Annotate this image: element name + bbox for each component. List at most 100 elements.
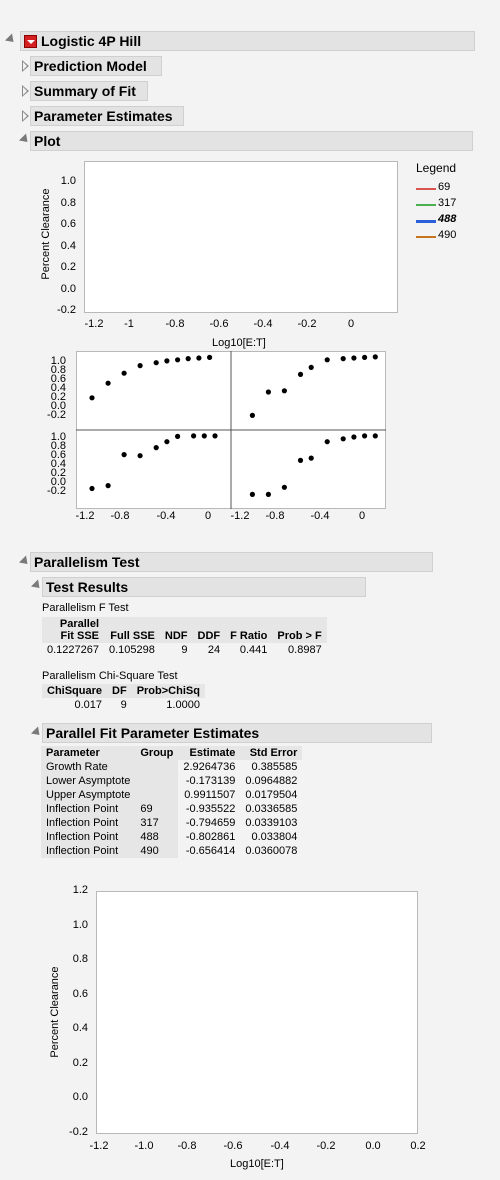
outline-prediction-model[interactable]: Prediction Model — [30, 56, 162, 76]
x-tick-label: -0.8 — [165, 318, 185, 330]
panel-y-tick-label: 0.8 — [50, 364, 66, 376]
x-tick-label: -0.2 — [316, 1140, 336, 1152]
legend-item-label[interactable]: 490 — [438, 229, 457, 241]
red-triangle-menu-icon[interactable] — [24, 34, 37, 48]
legend-swatch — [416, 236, 436, 238]
col-header: ChiSquare — [42, 684, 108, 698]
disclosure-closed-icon[interactable] — [22, 85, 29, 97]
data-point — [121, 370, 127, 376]
panel-y-tick-label: 0.4 — [50, 458, 66, 470]
table-row: Upper Asymptote 0.9911507 0.0179504 — [41, 788, 302, 802]
chi-test-table: ChiSquare DF Prob>ChiSq 0.017 9 1.0000 — [42, 684, 205, 712]
legend-item-label[interactable]: 488 — [438, 213, 457, 225]
outline-plot[interactable]: Plot — [30, 131, 473, 151]
disclosure-closed-icon[interactable] — [22, 60, 29, 72]
x-tick-label: 0 — [347, 318, 355, 330]
col-header: Parameter — [41, 746, 136, 760]
disclosure-open-icon[interactable] — [4, 33, 18, 46]
cell: 0.441 — [239, 644, 268, 656]
y-tick-label: 0.4 — [60, 240, 76, 252]
data-point — [249, 491, 255, 497]
cell: 69 — [135, 802, 179, 816]
top-plot-frame[interactable] — [84, 161, 398, 313]
cell — [135, 774, 179, 788]
cell: 0.033804 — [251, 831, 298, 843]
y-tick-label: 1.0 — [60, 175, 76, 187]
panel-grid-svg — [76, 351, 386, 509]
panel-y-tick-label: -0.2 — [47, 409, 66, 421]
y-tick-label: 0.2 — [72, 1057, 88, 1069]
data-point — [185, 356, 191, 362]
data-point — [191, 433, 197, 439]
cell: Lower Asymptote — [41, 774, 136, 788]
panel-grid-frame[interactable] — [76, 351, 386, 509]
data-point — [89, 485, 95, 492]
panel-y-tick-label: 1.0 — [50, 431, 66, 443]
legend-item-label[interactable]: 317 — [438, 197, 457, 209]
f-test-table: Parallel Fit SSE Full SSE NDF DDF F Rati… — [42, 617, 327, 657]
top-plot-xlabel: Log10[E:T] — [212, 337, 266, 349]
panel-y-tick-label: 0.0 — [50, 400, 66, 412]
data-point — [324, 439, 330, 445]
legend-item-label[interactable]: 69 — [438, 181, 451, 193]
cell: -0.802861 — [185, 831, 236, 843]
cell: 490 — [135, 844, 179, 858]
cell — [135, 760, 179, 774]
cell: 9 — [120, 699, 127, 711]
legend-title: Legend — [416, 161, 457, 175]
data-point — [372, 433, 378, 439]
cell: Inflection Point — [41, 802, 136, 816]
col-header: Estimate — [178, 746, 241, 760]
panel-y-tick-label: 1.0 — [50, 355, 66, 367]
x-tick-label: -1.2 — [84, 318, 104, 330]
cell: 0.017 — [74, 699, 103, 711]
x-tick-label: -0.4 — [253, 318, 273, 330]
table-row: Lower Asymptote -0.173139 0.0964882 — [41, 774, 302, 788]
y-tick-label: 0.6 — [60, 218, 76, 230]
col-header: Prob > F — [272, 617, 327, 643]
cell: -0.935522 — [185, 803, 236, 815]
data-point — [351, 434, 357, 440]
outline-summary-of-fit[interactable]: Summary of Fit — [30, 81, 148, 101]
bottom-plot-frame[interactable] — [96, 891, 418, 1134]
panel-x-tick-label: 0 — [358, 510, 366, 522]
legend-swatch — [416, 188, 436, 190]
report-header: Logistic 4P Hill — [20, 31, 475, 51]
top-plot-ylabel: Percent Clearance — [40, 188, 52, 280]
panel-y-tick-label: -0.2 — [47, 485, 66, 497]
y-tick-label: 0.0 — [60, 283, 76, 295]
y-tick-label: 1.0 — [72, 919, 88, 931]
cell: 24 — [207, 644, 221, 656]
cell: -0.656414 — [185, 845, 236, 857]
cell: Inflection Point — [41, 830, 136, 844]
panel-y-tick-label: 0.2 — [50, 467, 66, 479]
cell: Growth Rate — [41, 760, 136, 774]
outline-test-results[interactable]: Test Results — [42, 577, 366, 597]
col-header: Std Error — [240, 746, 303, 760]
outline-parallelism-test[interactable]: Parallelism Test — [30, 552, 433, 572]
col-header-text: Parallel Fit SSE — [59, 618, 99, 642]
cell: 0.105298 — [109, 644, 155, 656]
data-point — [105, 483, 111, 489]
cell: 2.9264736 — [183, 761, 236, 773]
y-tick-label: -0.2 — [69, 1126, 88, 1138]
outline-label: Summary of Fit — [34, 83, 136, 99]
data-point — [281, 484, 287, 490]
cell: Inflection Point — [41, 816, 136, 830]
y-tick-label: 0.0 — [72, 1091, 88, 1103]
disclosure-closed-icon[interactable] — [22, 110, 29, 122]
x-tick-label: -1.0 — [134, 1140, 154, 1152]
data-point — [105, 380, 111, 386]
data-point — [89, 395, 95, 401]
y-tick-label: 0.2 — [60, 261, 76, 273]
outline-parameter-estimates[interactable]: Parameter Estimates — [30, 106, 184, 126]
outline-label: Test Results — [46, 579, 129, 595]
panel-y-tick-label: 0.8 — [50, 440, 66, 452]
chi-test-label: Parallelism Chi-Square Test — [42, 670, 178, 682]
outline-parallel-fit-estimates[interactable]: Parallel Fit Parameter Estimates — [42, 723, 432, 743]
cell: 0.0360078 — [245, 845, 298, 857]
data-point — [249, 412, 255, 418]
data-point — [362, 433, 368, 439]
data-point — [201, 433, 207, 439]
table-row: Inflection Point 317 -0.794659 0.0339103 — [41, 816, 302, 830]
